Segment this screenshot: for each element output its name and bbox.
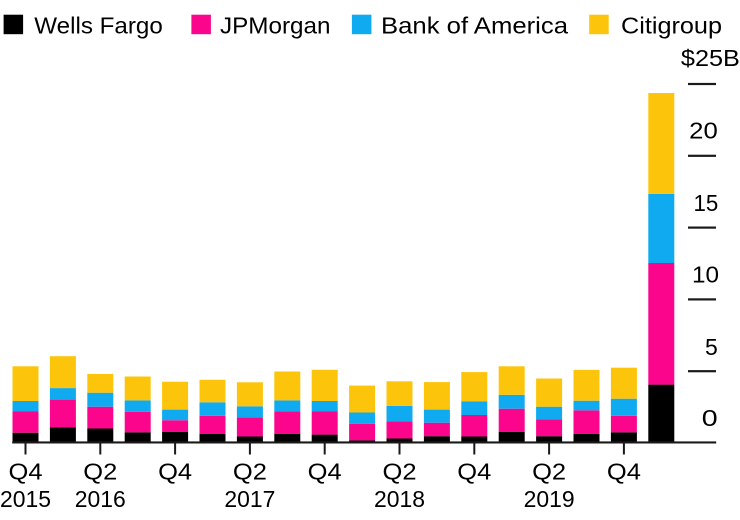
svg-text:2016: 2016 (75, 486, 126, 512)
svg-text:Citigroup: Citigroup (621, 13, 722, 39)
svg-text:10: 10 (692, 261, 719, 287)
svg-text:Q2: Q2 (233, 458, 267, 484)
svg-text:5: 5 (705, 334, 718, 360)
svg-text:2018: 2018 (374, 486, 425, 512)
svg-text:0: 0 (702, 405, 718, 431)
svg-text:Bank of America: Bank of America (381, 13, 568, 39)
svg-text:Wells Fargo: Wells Fargo (34, 13, 163, 39)
svg-text:Q4: Q4 (158, 458, 192, 484)
svg-text:Q4: Q4 (457, 458, 491, 484)
svg-text:Q4: Q4 (308, 458, 342, 484)
svg-text:Q2: Q2 (383, 458, 417, 484)
svg-text:Q4: Q4 (607, 458, 641, 484)
svg-text:2015: 2015 (0, 486, 51, 512)
svg-text:Q4: Q4 (9, 458, 43, 484)
svg-text:Q2: Q2 (83, 458, 117, 484)
svg-text:2019: 2019 (524, 486, 575, 512)
svg-text:15: 15 (694, 190, 719, 216)
svg-text:2017: 2017 (224, 486, 275, 512)
svg-text:JPMorgan: JPMorgan (220, 13, 331, 39)
svg-text:Q2: Q2 (532, 458, 566, 484)
svg-text:20: 20 (689, 117, 718, 143)
svg-text:$25B: $25B (681, 45, 740, 71)
